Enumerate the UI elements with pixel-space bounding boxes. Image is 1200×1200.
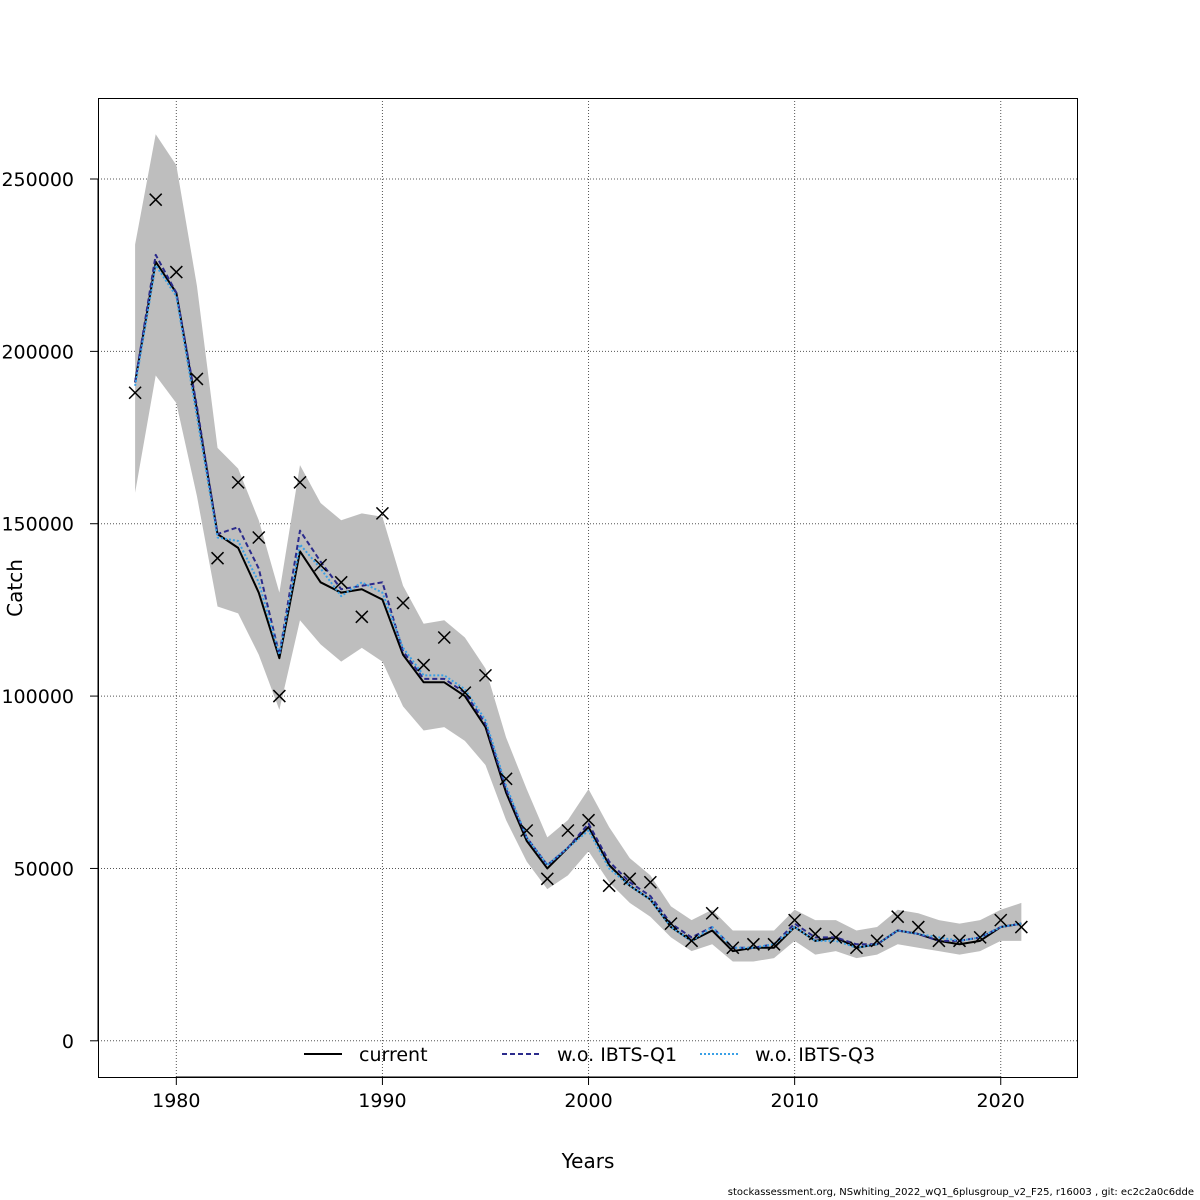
observation-marker <box>437 630 451 645</box>
observation-marker <box>870 934 884 948</box>
observation-marker <box>334 575 348 589</box>
y-tick-label: 150000 <box>1 514 74 536</box>
series-line-2 <box>134 264 1022 949</box>
x-tick-label: 2000 <box>564 1090 612 1112</box>
observation-marker <box>767 937 781 951</box>
y-axis-label: Catch <box>3 559 27 617</box>
observation-marker <box>582 813 596 827</box>
observation-marker <box>231 475 245 489</box>
legend-label: w.o. IBTS-Q3 <box>755 1044 875 1066</box>
observation-marker <box>128 386 142 400</box>
x-tick-label: 1990 <box>358 1090 406 1112</box>
y-tick-label: 0 <box>62 1031 74 1053</box>
observation-marker <box>664 917 678 931</box>
observation-marker <box>602 879 616 893</box>
observation-marker <box>1014 920 1028 934</box>
observation-marker <box>375 506 389 520</box>
observation-marker <box>190 372 204 386</box>
observation-marker <box>849 941 863 955</box>
observation-marker <box>169 265 183 279</box>
observation-marker <box>272 689 286 703</box>
y-tick-label: 50000 <box>14 858 74 880</box>
observation-marker <box>788 913 802 927</box>
observation-marker <box>355 610 369 624</box>
y-tick-label: 250000 <box>1 169 74 191</box>
x-tick-label: 2010 <box>770 1090 818 1112</box>
y-tick-label: 200000 <box>1 341 74 363</box>
y-tick-label: 100000 <box>1 686 74 708</box>
observation-marker <box>478 668 493 682</box>
observation-marker <box>561 823 575 838</box>
observation-marker <box>252 530 266 545</box>
observation-marker <box>520 823 534 838</box>
observation-marker <box>540 872 554 886</box>
footer-credit: stockassessment.org, NSwhiting_2022_wQ1_… <box>727 1187 1194 1198</box>
x-axis: 1980 1990 2000 2010 2020 <box>152 1076 1025 1112</box>
observation-marker <box>396 596 410 610</box>
x-axis-label: Years <box>561 1149 615 1173</box>
observation-marker <box>623 872 637 886</box>
legend: current w.o. IBTS-Q1 w.o. IBTS-Q3 <box>304 1044 875 1066</box>
observation-marker <box>293 475 307 489</box>
observation-marker <box>952 934 967 948</box>
observation-marker <box>973 930 987 944</box>
observation-marker <box>705 906 719 920</box>
observation-marker <box>932 934 946 948</box>
observation-marker <box>829 930 843 944</box>
observation-marker <box>911 920 925 934</box>
observation-marker <box>746 937 760 951</box>
observation-marker <box>994 913 1008 927</box>
observation-marker <box>643 875 657 889</box>
legend-label: current <box>359 1044 428 1066</box>
observation-marker <box>211 551 225 565</box>
x-tick-label: 2020 <box>977 1090 1025 1112</box>
observation-marker <box>149 193 163 207</box>
y-axis: 0 50000 100000 150000 200000 250000 <box>1 169 99 1053</box>
observation-marker <box>808 927 822 941</box>
observation-markers <box>128 193 1028 955</box>
legend-label: w.o. IBTS-Q1 <box>557 1044 677 1066</box>
observation-marker <box>499 772 513 786</box>
observation-marker <box>417 658 431 672</box>
observation-marker <box>891 910 905 924</box>
observation-marker <box>458 686 472 700</box>
observation-marker <box>314 558 328 572</box>
observation-marker <box>685 934 699 948</box>
observation-marker <box>726 941 740 955</box>
x-tick-label: 1980 <box>152 1090 200 1112</box>
